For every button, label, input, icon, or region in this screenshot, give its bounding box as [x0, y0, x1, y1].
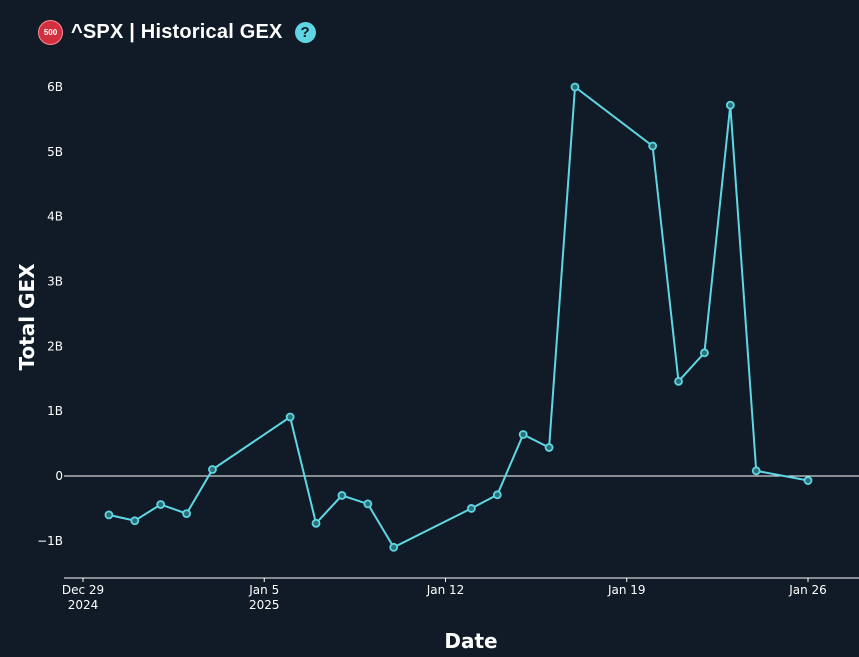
- data-point-marker[interactable]: [311, 518, 321, 528]
- chart-header: 500 ^SPX | Historical GEX ?: [38, 18, 316, 46]
- data-points: [104, 82, 813, 552]
- data-point-marker[interactable]: [363, 499, 373, 509]
- chart-title: ^SPX | Historical GEX: [71, 20, 283, 43]
- x-axis-title: Date: [444, 629, 497, 653]
- y-tick-label: 4B: [47, 210, 63, 224]
- x-tick-sublabel: 2025: [249, 598, 280, 612]
- data-point-marker[interactable]: [285, 412, 295, 422]
- data-point-marker[interactable]: [337, 491, 347, 500]
- x-tick-label: Jan 5: [248, 583, 279, 597]
- data-point-marker[interactable]: [544, 443, 554, 452]
- data-point-marker[interactable]: [182, 509, 191, 519]
- x-tick-label: Jan 19: [607, 583, 646, 597]
- data-point-marker[interactable]: [130, 516, 140, 526]
- y-axis-title: Total GEX: [15, 263, 39, 371]
- data-point-marker[interactable]: [389, 542, 399, 552]
- data-point-marker[interactable]: [570, 82, 580, 92]
- data-point-marker[interactable]: [803, 476, 813, 485]
- question-icon[interactable]: ?: [294, 21, 316, 43]
- y-tick-label: −1B: [37, 534, 63, 548]
- x-tick-label: Jan 26: [788, 583, 827, 597]
- data-point-marker[interactable]: [518, 430, 528, 439]
- x-tick-sublabel: 2024: [68, 598, 99, 612]
- data-point-marker[interactable]: [674, 376, 683, 386]
- data-point-marker[interactable]: [104, 510, 114, 520]
- y-tick-label: 0: [55, 469, 63, 483]
- spx-500-badge-icon: 500: [38, 19, 63, 45]
- y-tick-label: 1B: [47, 404, 63, 418]
- y-tick-label: 2B: [47, 339, 63, 353]
- data-point-marker[interactable]: [492, 490, 502, 500]
- y-tick-label: 3B: [47, 275, 63, 289]
- data-point-marker[interactable]: [156, 500, 166, 509]
- x-tick-label: Jan 12: [426, 583, 465, 597]
- y-tick-label: 6B: [47, 80, 63, 94]
- data-point-marker[interactable]: [700, 348, 709, 358]
- data-point-marker[interactable]: [208, 465, 217, 474]
- data-point-marker[interactable]: [725, 100, 735, 110]
- x-tick-label: Dec 29: [62, 583, 104, 597]
- series-line: [108, 85, 809, 549]
- data-point-marker[interactable]: [751, 466, 761, 476]
- data-point-marker[interactable]: [648, 141, 658, 151]
- data-point-marker[interactable]: [466, 504, 476, 513]
- y-axis-ticks: −1B 0 1B 2B 3B 4B 5B 6B: [37, 80, 63, 548]
- y-tick-label: 5B: [47, 145, 63, 159]
